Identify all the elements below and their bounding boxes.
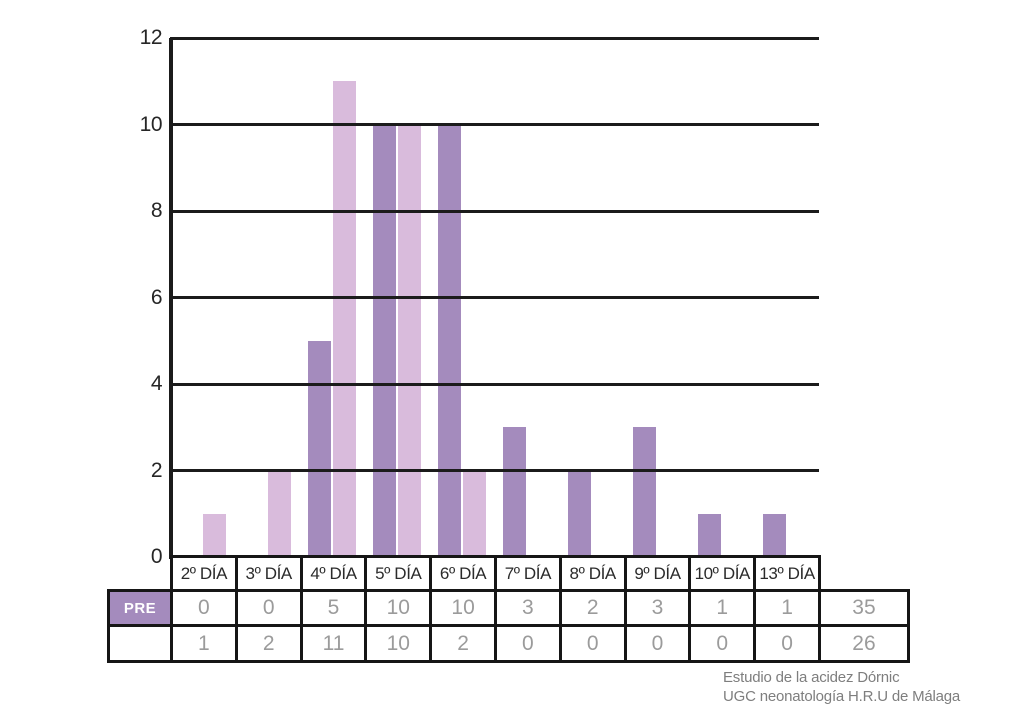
table-header-cell: 13º DÍA xyxy=(753,555,821,592)
bar-pre xyxy=(373,124,397,557)
table-value-cell: 1 xyxy=(688,589,757,627)
table-header-cell: 3º DÍA xyxy=(234,555,303,592)
table-value-cell: 3 xyxy=(623,589,692,627)
table-header-cell: 7º DÍA xyxy=(493,555,562,592)
y-gridline xyxy=(170,123,819,126)
y-axis-line xyxy=(169,38,173,559)
bar-second xyxy=(398,124,422,557)
y-gridline xyxy=(170,469,819,472)
table-value-cell: 0 xyxy=(493,624,562,663)
table-value-cell: 0 xyxy=(558,624,627,663)
table-total-cell: 35 xyxy=(817,589,910,627)
y-gridline xyxy=(170,209,819,213)
y-tick-label: 2 xyxy=(150,458,163,482)
bar-second xyxy=(333,81,357,557)
bar-pre xyxy=(697,513,721,557)
table-value-cell: 10 xyxy=(429,589,497,627)
table-value-cell: 1 xyxy=(170,624,238,663)
bar-second xyxy=(463,470,487,557)
table-value-cell: 2 xyxy=(234,624,303,663)
table-row-label-pre: PRE xyxy=(107,589,173,627)
table-value-cell: 0 xyxy=(688,624,757,663)
table-value-cell: 5 xyxy=(299,589,368,627)
table-value-cell: 3 xyxy=(493,589,562,627)
table-row-second: 1 2 11 10 2 0 0 0 0 0 26 xyxy=(107,624,910,663)
y-tick-label: 6 xyxy=(150,285,163,309)
y-gridline xyxy=(170,382,819,386)
y-tick-label: 8 xyxy=(150,199,163,222)
table-header-cell: 9º DÍA xyxy=(623,555,692,592)
bar-pre xyxy=(438,124,462,557)
table-corner-spacer xyxy=(109,557,172,591)
chart-caption: Estudio de la acidez Dórnic UGC neonatol… xyxy=(723,668,960,706)
y-tick-label: 0 xyxy=(150,545,163,568)
table-value-cell: 10 xyxy=(364,624,433,663)
y-gridline xyxy=(170,36,819,40)
table-header-cell: 10º DÍA xyxy=(688,555,757,592)
table-total-spacer xyxy=(819,557,908,591)
bar-second xyxy=(203,513,227,557)
data-table: 2º DÍA 3º DÍA 4º DÍA 5º DÍA 6º DÍA 7º DÍA 8º D… xyxy=(107,555,910,663)
table-value-cell: 0 xyxy=(170,589,238,627)
table-value-cell: 2 xyxy=(558,589,627,627)
table-total-cell: 26 xyxy=(817,624,910,663)
bar-pre xyxy=(762,513,786,557)
table-row-pre: PRE 0 0 5 10 10 3 2 3 1 1 35 xyxy=(107,589,910,627)
table-value-cell: 0 xyxy=(623,624,692,663)
y-tick-label: 4 xyxy=(150,372,163,395)
bar-pre xyxy=(632,427,656,557)
bar-second xyxy=(268,470,292,557)
table-header-cell: 2º DÍA xyxy=(170,555,238,592)
table-header-row: 2º DÍA 3º DÍA 4º DÍA 5º DÍA 6º DÍA 7º DÍA 8º D… xyxy=(109,555,909,592)
caption-line-1: Estudio de la acidez Dórnic xyxy=(723,669,900,686)
table-header-cell: 8º DÍA xyxy=(558,555,627,592)
table-value-cell: 1 xyxy=(753,589,821,627)
bar-pre xyxy=(308,340,332,557)
table-value-cell: 10 xyxy=(364,589,433,627)
table-value-cell: 11 xyxy=(299,624,368,663)
table-row-label-empty xyxy=(107,624,173,663)
table-header-cell: 5º DÍA xyxy=(364,555,433,592)
y-gridline xyxy=(170,296,819,299)
table-value-cell: 0 xyxy=(753,624,821,663)
bar-pre xyxy=(567,470,591,557)
table-header-cell: 6º DÍA xyxy=(429,555,497,592)
caption-line-2: UGC neonatología H.R.U de Málaga xyxy=(723,688,961,706)
table-value-cell: 2 xyxy=(429,624,497,663)
bar-pre xyxy=(502,427,526,557)
table-header-cell: 4º DÍA xyxy=(299,555,368,592)
y-tick-label: 12 xyxy=(139,26,163,49)
table-value-cell: 0 xyxy=(234,589,303,627)
y-tick-label: 10 xyxy=(139,112,163,136)
